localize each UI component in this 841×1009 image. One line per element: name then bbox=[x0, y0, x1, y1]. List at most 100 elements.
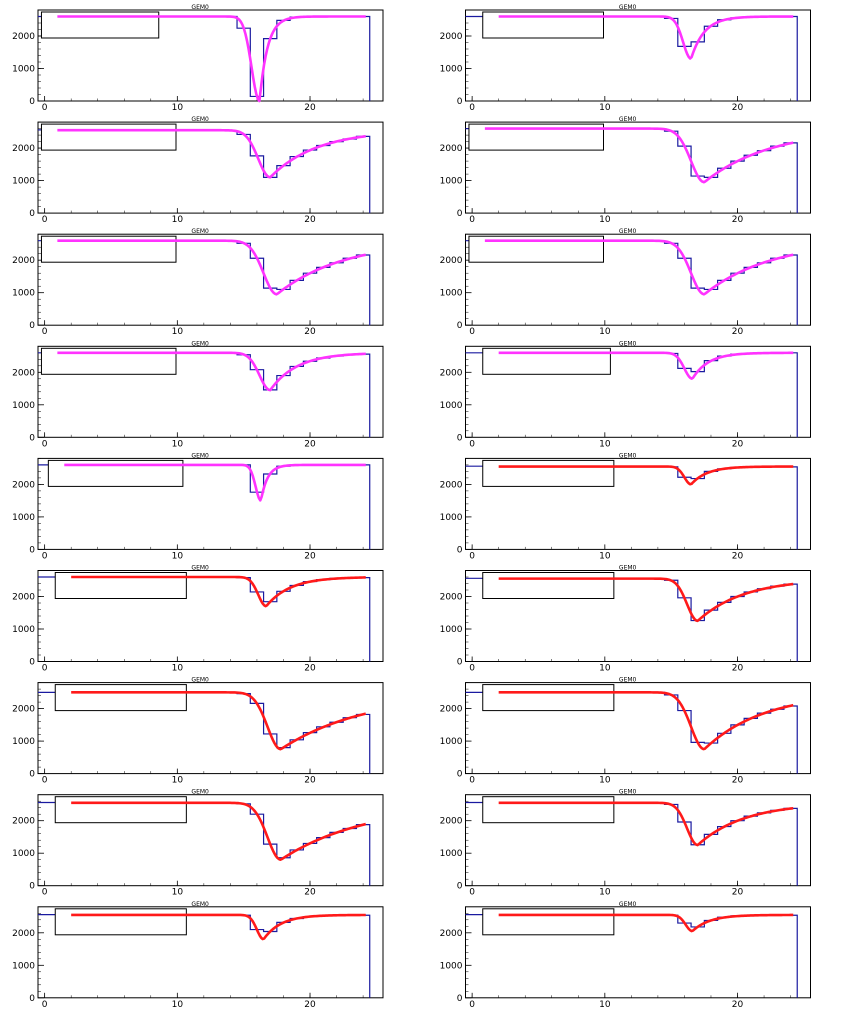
x-tick-label: 10 bbox=[172, 1000, 184, 1009]
fit-curve bbox=[498, 691, 794, 751]
x-tick-label: 10 bbox=[172, 327, 184, 337]
y-tick-label: 1000 bbox=[440, 289, 463, 299]
x-tick-label: 20 bbox=[304, 327, 316, 337]
y-tick-label: 0 bbox=[457, 97, 463, 107]
x-tick-label: 20 bbox=[304, 1000, 316, 1009]
fit-curve bbox=[498, 15, 794, 60]
y-tick-label: 0 bbox=[29, 658, 35, 668]
x-tick-label: 10 bbox=[599, 551, 611, 561]
y-tick-label: 1000 bbox=[12, 65, 35, 75]
fit-curve bbox=[57, 239, 367, 296]
y-tick-label: 2000 bbox=[12, 32, 35, 42]
y-tick-label: 0 bbox=[29, 209, 35, 219]
chart-panel: GEM0 0 1000 2000 0 10 20 bbox=[12, 340, 384, 449]
chart-title: GEM0 bbox=[191, 565, 209, 572]
x-tick-label: 20 bbox=[304, 776, 316, 786]
y-tick-label: 1000 bbox=[12, 289, 35, 299]
chart-panel: GEM0 0 1000 2000 0 10 20 bbox=[12, 116, 384, 225]
y-tick-label: 0 bbox=[29, 433, 35, 443]
chart-title: GEM0 bbox=[619, 116, 637, 123]
chart-title: GEM0 bbox=[191, 677, 209, 684]
y-tick-label: 1000 bbox=[440, 737, 463, 747]
x-tick-label: 10 bbox=[172, 664, 184, 674]
fit-curve bbox=[71, 691, 367, 751]
chart-panel: GEM0 0 1000 2000 0 10 20 bbox=[12, 789, 384, 898]
chart-panel: GEM0 0 1000 2000 0 10 20 bbox=[440, 901, 811, 1009]
y-tick-label: 1000 bbox=[12, 177, 35, 187]
stats-box bbox=[54, 684, 187, 712]
x-tick-label: 10 bbox=[599, 888, 611, 898]
y-tick-label: 2000 bbox=[12, 705, 35, 715]
y-tick-label: 0 bbox=[457, 882, 463, 892]
y-tick-label: 1000 bbox=[12, 849, 35, 859]
y-tick-label: 0 bbox=[29, 994, 35, 1004]
chart-panel: GEM0 0 1000 2000 0 10 20 bbox=[12, 452, 384, 561]
x-tick-label: 20 bbox=[304, 888, 316, 898]
chart-panel: GEM0 0 1000 2000 0 10 20 bbox=[440, 4, 811, 113]
chart-title: GEM0 bbox=[191, 228, 209, 235]
x-tick-label: 20 bbox=[732, 439, 744, 449]
chart-panel: GEM0 0 1000 2000 0 10 20 bbox=[440, 677, 811, 786]
y-tick-label: 2000 bbox=[440, 256, 463, 266]
y-tick-label: 2000 bbox=[440, 705, 463, 715]
chart-title: GEM0 bbox=[619, 789, 637, 796]
x-tick-label: 10 bbox=[599, 1000, 611, 1009]
y-tick-label: 0 bbox=[29, 97, 35, 107]
x-tick-label: 0 bbox=[469, 215, 475, 225]
y-tick-label: 0 bbox=[457, 770, 463, 780]
x-tick-label: 10 bbox=[599, 664, 611, 674]
y-tick-label: 2000 bbox=[12, 593, 35, 603]
chart-panel: GEM0 0 1000 2000 0 10 20 bbox=[440, 565, 811, 674]
x-tick-label: 0 bbox=[469, 1000, 475, 1009]
x-tick-label: 20 bbox=[732, 776, 744, 786]
y-tick-label: 2000 bbox=[440, 32, 463, 42]
x-tick-label: 0 bbox=[42, 103, 48, 113]
stats-box bbox=[54, 908, 187, 936]
fit-curve bbox=[71, 575, 366, 608]
y-tick-label: 2000 bbox=[12, 929, 35, 939]
x-tick-label: 20 bbox=[732, 888, 744, 898]
x-tick-label: 0 bbox=[42, 551, 48, 561]
chart-panel: GEM0 0 1000 2000 0 10 20 bbox=[440, 452, 811, 561]
fit-curve bbox=[64, 463, 366, 502]
x-tick-label: 0 bbox=[469, 776, 475, 786]
y-tick-label: 2000 bbox=[440, 593, 463, 603]
x-tick-label: 10 bbox=[599, 439, 611, 449]
x-tick-label: 20 bbox=[304, 215, 316, 225]
x-tick-label: 10 bbox=[172, 103, 184, 113]
y-tick-label: 0 bbox=[29, 770, 35, 780]
chart-title: GEM0 bbox=[619, 901, 637, 908]
x-tick-label: 10 bbox=[599, 327, 611, 337]
x-tick-label: 0 bbox=[42, 664, 48, 674]
x-tick-label: 20 bbox=[732, 664, 744, 674]
fit-curve bbox=[498, 801, 794, 847]
chart-panel: GEM0 0 1000 2000 0 10 20 bbox=[12, 677, 384, 786]
x-tick-label: 0 bbox=[469, 439, 475, 449]
y-tick-label: 0 bbox=[457, 433, 463, 443]
y-tick-label: 1000 bbox=[12, 401, 35, 411]
x-tick-label: 0 bbox=[42, 327, 48, 337]
y-tick-label: 1000 bbox=[440, 401, 463, 411]
x-tick-label: 10 bbox=[172, 439, 184, 449]
stats-box bbox=[482, 572, 615, 599]
y-tick-label: 0 bbox=[457, 658, 463, 668]
chart-title: GEM0 bbox=[191, 116, 209, 123]
chart-title: GEM0 bbox=[191, 901, 209, 908]
x-tick-label: 10 bbox=[599, 215, 611, 225]
x-tick-label: 20 bbox=[304, 664, 316, 674]
x-tick-label: 20 bbox=[732, 103, 744, 113]
fit-curve bbox=[484, 127, 794, 184]
fit-curve bbox=[498, 577, 794, 623]
y-tick-label: 0 bbox=[457, 209, 463, 219]
stats-box bbox=[482, 684, 615, 712]
y-tick-label: 1000 bbox=[12, 737, 35, 747]
y-tick-label: 2000 bbox=[12, 368, 35, 378]
fit-curve bbox=[57, 128, 366, 179]
y-tick-label: 2000 bbox=[440, 929, 463, 939]
chart-panel: GEM0 0 1000 2000 0 10 20 bbox=[12, 4, 384, 113]
x-tick-label: 0 bbox=[42, 1000, 48, 1009]
chart-title: GEM0 bbox=[619, 565, 637, 572]
y-tick-label: 2000 bbox=[12, 256, 35, 266]
chart-title: GEM0 bbox=[191, 789, 209, 796]
y-tick-label: 1000 bbox=[440, 65, 463, 75]
